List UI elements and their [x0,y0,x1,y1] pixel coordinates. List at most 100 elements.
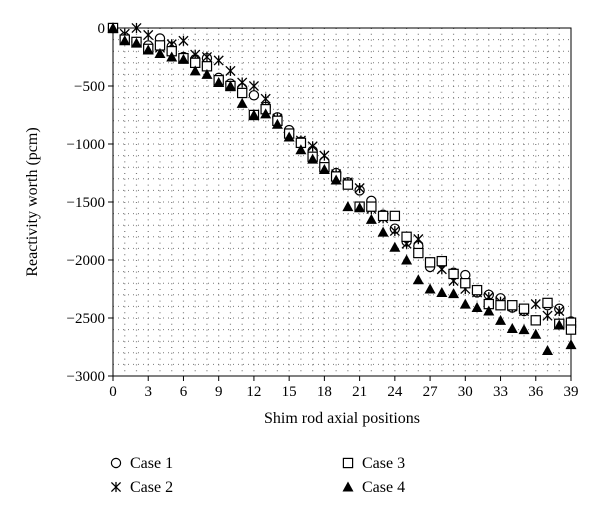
legend-marker [342,457,354,469]
legend-marker [110,457,122,469]
x-tick-label: 15 [282,384,297,400]
data-point [377,226,389,237]
data-point [318,164,330,175]
legend: Case 1 Case 2 Case 3 Case 4 [110,455,405,496]
data-point [248,109,260,120]
data-point [189,65,201,76]
data-point [201,68,213,79]
data-point [448,268,459,280]
data-point [366,201,377,212]
y-tick-label: −1500 [67,195,105,211]
y-tick-label: −3000 [67,369,105,385]
data-point [319,150,330,161]
data-point [448,288,460,299]
data-point [460,278,471,289]
data-point [354,183,365,194]
data-point [518,303,530,314]
legend-item: Case 3 [342,455,405,472]
data-point [107,22,119,33]
data-point [389,241,401,252]
data-point [236,87,248,99]
data-point [401,254,413,265]
data-point [413,247,424,259]
data-point [389,225,400,237]
legend-label: Case 2 [130,479,173,496]
x-tick-label: 33 [493,384,508,400]
data-point [412,274,424,285]
data-point [483,305,495,316]
data-points [107,22,577,355]
x-tick-label: 27 [423,384,439,400]
data-point [248,90,260,101]
data-point [413,234,424,245]
y-tick-label: −2500 [67,311,105,327]
data-point [424,283,436,294]
legend-marker [342,481,354,492]
data-point [506,322,518,333]
data-point [271,118,283,129]
data-point [495,300,506,311]
x-tick-label: 0 [109,384,117,400]
data-point [553,319,565,330]
data-point [565,324,577,335]
data-point [142,44,154,55]
data-point [565,339,577,350]
data-point [330,174,342,185]
data-point [507,300,518,311]
x-axis-title: Shim rod axial positions [264,410,420,427]
series-case-4 [107,22,577,355]
y-tick-label: −2000 [67,253,105,269]
data-point [424,257,436,268]
data-point [471,284,483,296]
x-tick-label: 36 [528,384,544,400]
data-point [530,299,541,310]
data-point [224,80,236,91]
data-point [119,35,131,46]
data-point [342,179,354,190]
x-tick-label: 6 [180,384,188,400]
data-point [495,314,507,325]
data-point [201,51,213,63]
data-point [260,93,271,104]
data-point [542,297,553,309]
data-point [342,201,354,212]
data-point [377,210,389,222]
y-tick-label: −500 [74,79,105,95]
x-tick-label: 12 [246,384,261,400]
x-tick-label: 24 [387,384,403,400]
data-point [354,202,366,213]
y-tick-label: −1000 [67,137,105,153]
data-point [365,213,377,224]
x-tick-label: 30 [458,384,473,400]
data-point [307,153,319,164]
legend-item: Case 4 [342,479,405,496]
data-point [518,324,530,335]
data-point [295,144,307,155]
y-axis-title: Reactivity worth (pcm) [24,127,41,276]
legend-label: Case 3 [362,455,405,472]
data-point [542,310,553,321]
x-tick-label: 18 [317,384,332,400]
data-point [459,298,471,309]
data-point [389,210,401,222]
y-tick-label: 0 [98,21,106,37]
x-axis-ticks: 0 3 6 9 12 15 18 21 24 27 30 33 36 39 [109,376,579,400]
data-point [554,305,565,317]
series-case-2 [107,22,577,334]
data-point [542,344,554,355]
legend-item: Case 1 [110,455,173,472]
x-tick-label: 39 [564,384,579,400]
legend-item: Case 2 [110,479,173,496]
data-point [143,29,154,41]
data-point [131,22,142,34]
data-point [530,328,542,339]
data-point [237,77,248,88]
x-tick-label: 3 [144,384,152,400]
data-point [236,97,248,108]
data-point [436,255,448,267]
x-tick-label: 21 [352,384,367,400]
data-point [283,131,295,142]
legend-marker [110,481,122,493]
data-point [307,141,318,152]
data-point [166,51,178,62]
